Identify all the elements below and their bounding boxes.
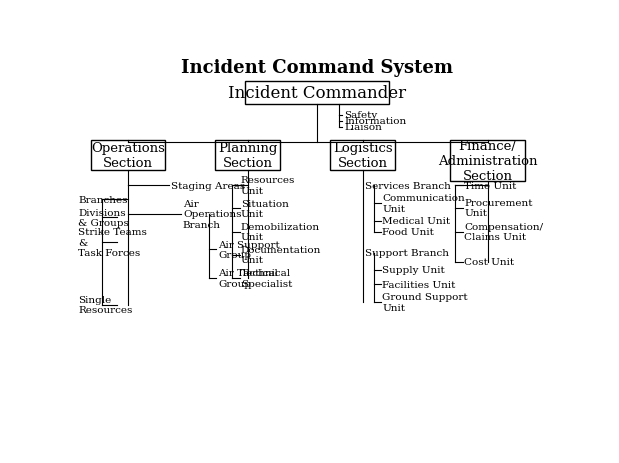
- FancyBboxPatch shape: [451, 140, 525, 181]
- Text: Documentation
Unit: Documentation Unit: [241, 245, 321, 265]
- Text: Incident Command System: Incident Command System: [181, 59, 453, 77]
- Text: Medical Unit: Medical Unit: [383, 217, 451, 226]
- FancyBboxPatch shape: [331, 140, 395, 170]
- Text: Divisions
& Groups: Divisions & Groups: [79, 208, 129, 227]
- Text: Incident Commander: Incident Commander: [228, 85, 406, 101]
- Text: Supply Unit: Supply Unit: [383, 266, 445, 275]
- Text: Information: Information: [345, 117, 407, 126]
- Text: Logistics
Section: Logistics Section: [333, 141, 392, 169]
- Text: Ground Support
Unit: Ground Support Unit: [383, 293, 468, 312]
- FancyBboxPatch shape: [245, 81, 389, 105]
- Text: Single
Resources: Single Resources: [79, 295, 132, 315]
- Text: Liaison: Liaison: [345, 123, 383, 132]
- Text: Compensation/
Claims Unit: Compensation/ Claims Unit: [464, 222, 543, 242]
- Text: Procurement
Unit: Procurement Unit: [464, 199, 532, 218]
- Text: Air Support
Group: Air Support Group: [218, 240, 280, 260]
- Text: Finance/
Administration
Section: Finance/ Administration Section: [438, 139, 537, 182]
- Text: Resources
Unit: Resources Unit: [241, 176, 295, 195]
- Text: Facilities Unit: Facilities Unit: [383, 280, 456, 289]
- Text: Operations
Section: Operations Section: [91, 141, 165, 169]
- Text: Technical
Specialist: Technical Specialist: [241, 269, 292, 288]
- Text: Time Unit: Time Unit: [464, 181, 516, 190]
- Text: Services Branch: Services Branch: [365, 181, 451, 190]
- Text: Support Branch: Support Branch: [365, 249, 449, 258]
- Text: Air
Operations
Branch: Air Operations Branch: [183, 200, 241, 229]
- Text: Staging Areas: Staging Areas: [171, 181, 245, 190]
- FancyBboxPatch shape: [90, 140, 165, 170]
- Text: Communication
Unit: Communication Unit: [383, 194, 465, 213]
- Text: Safety: Safety: [345, 111, 378, 120]
- Text: Strike Teams
&
Task Forces: Strike Teams & Task Forces: [79, 228, 147, 257]
- Text: Demobilization
Unit: Demobilization Unit: [241, 222, 320, 242]
- FancyBboxPatch shape: [215, 140, 280, 170]
- Text: Branches: Branches: [79, 195, 128, 205]
- Text: Cost Unit: Cost Unit: [464, 258, 514, 267]
- Text: Air Tactical
Group: Air Tactical Group: [218, 269, 278, 288]
- Text: Food Unit: Food Unit: [383, 227, 435, 237]
- Text: Situation
Unit: Situation Unit: [241, 199, 289, 219]
- Text: Planning
Section: Planning Section: [218, 141, 277, 169]
